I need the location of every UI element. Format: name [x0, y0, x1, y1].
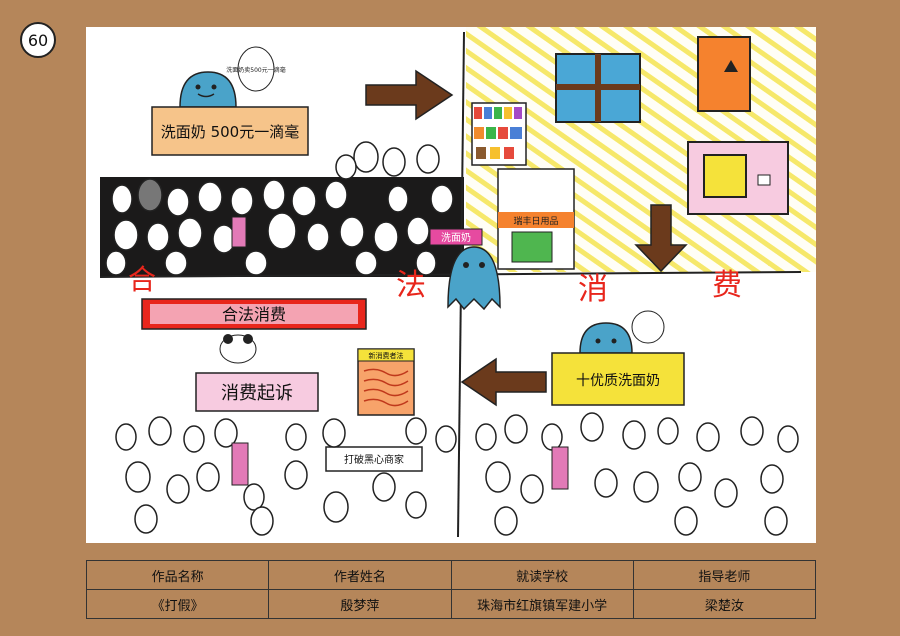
- teal-ghost-top: [179, 71, 237, 108]
- value-school: 珠海市红旗镇军建小学: [450, 589, 634, 619]
- speech-bubble-top-text: 洗面奶卖500元一滴毫: [226, 66, 285, 74]
- top-price-sign-text: 洗面奶 500元一滴毫: [161, 123, 299, 141]
- big-char-he: 合: [128, 263, 156, 296]
- artwork-info-table: 作品名称 作者姓名 就读学校 指导老师 《打假》 殷梦萍 珠海市红旗镇军建小学 …: [85, 560, 817, 619]
- big-char-xiao: 消: [578, 272, 608, 307]
- fake-product-tag-text: 洗面奶: [441, 232, 471, 244]
- quality-cleanser-sign-text: 十优质洗面奶: [576, 373, 660, 389]
- header-work-title: 作品名称: [85, 560, 270, 590]
- pink-girl-bottom-right: [551, 446, 569, 490]
- arrow-right: [365, 69, 454, 121]
- big-char-fei: 费: [712, 268, 742, 303]
- big-char-fa: 法: [396, 268, 426, 303]
- bottom-banner-text: 打破黑心商家: [344, 453, 404, 466]
- arrow-down: [634, 204, 688, 273]
- value-work-title: 《打假》: [85, 589, 270, 619]
- top-price-sign: [151, 106, 309, 156]
- header-school: 就读学校: [450, 560, 634, 590]
- info-table-value-row: 《打假》 殷梦萍 珠海市红旗镇军建小学 梁楚汝: [85, 589, 817, 619]
- lawsuit-sign-text: 消费起诉: [221, 383, 293, 404]
- crowd-bottom: [115, 412, 799, 536]
- crowd-top-left: [105, 141, 454, 276]
- lawsuit-sign: [195, 372, 319, 412]
- child-drawing-artwork: 瑞丰日用品 洗面奶卖500元一滴毫 洗面奶 500元一滴毫: [86, 27, 816, 543]
- value-teacher: 梁楚汝: [632, 589, 817, 619]
- law-book-title: 新消费者法: [369, 351, 404, 360]
- shop-sign-text: 瑞丰日用品: [513, 215, 558, 227]
- page-number-badge: 60: [20, 22, 56, 58]
- speech-bubble-top: [237, 46, 275, 92]
- header-teacher: 指导老师: [632, 560, 817, 590]
- pink-girl-bottom-left: [231, 442, 249, 486]
- bottom-banner: [325, 446, 423, 472]
- fake-product-tag: [429, 228, 483, 246]
- teal-ghost-right: [579, 322, 633, 354]
- legal-consumption-sign-text: 合法消费: [222, 305, 286, 324]
- info-table-header-row: 作品名称 作者姓名 就读学校 指导老师: [85, 560, 817, 590]
- value-author-name: 殷梦萍: [268, 589, 452, 619]
- arrow-left: [460, 357, 547, 407]
- teal-ghost-center: [447, 246, 501, 311]
- pink-girl-top: [231, 216, 247, 248]
- orange-door: [697, 36, 751, 112]
- quality-cleanser-sign: [551, 352, 685, 406]
- header-author-name: 作者姓名: [268, 560, 452, 590]
